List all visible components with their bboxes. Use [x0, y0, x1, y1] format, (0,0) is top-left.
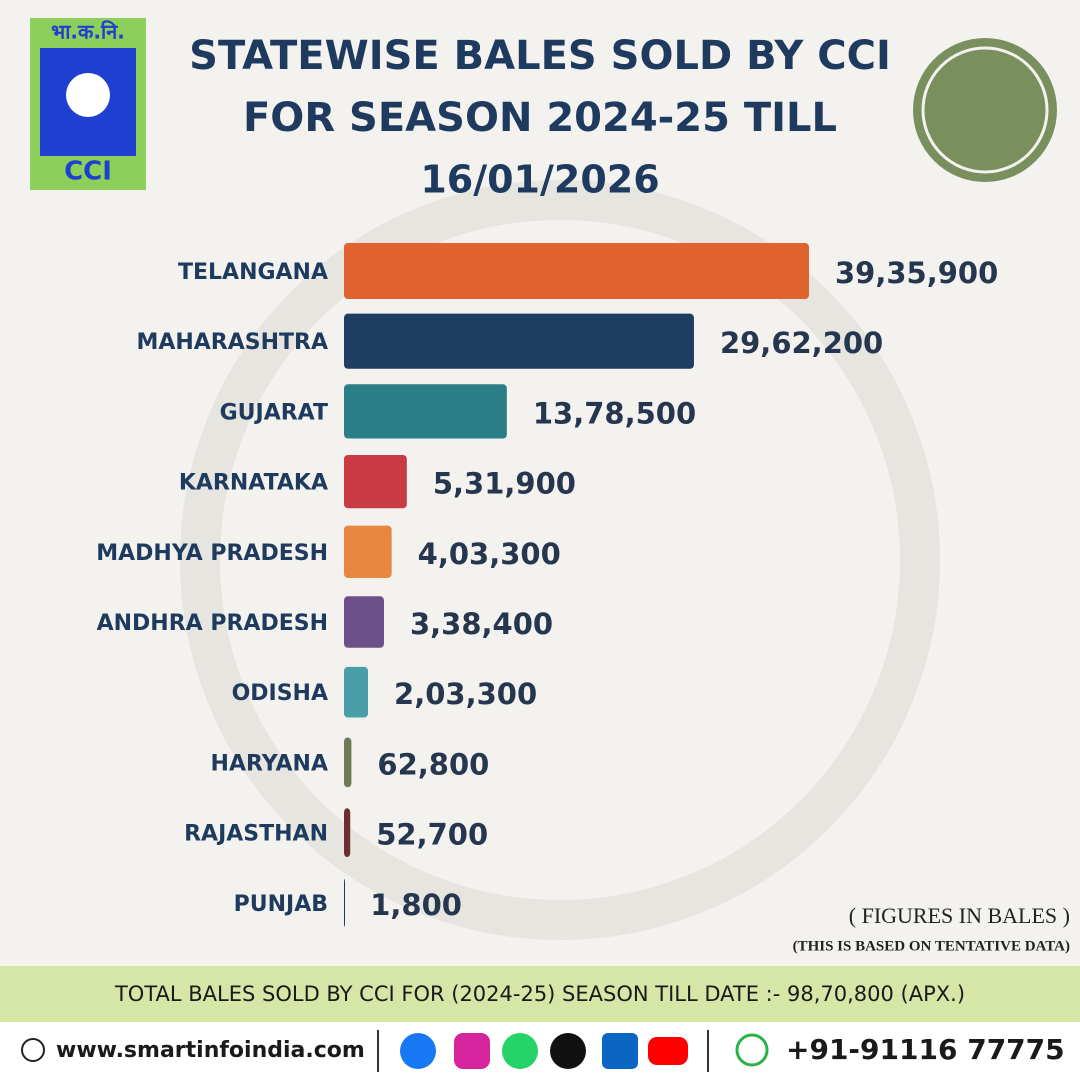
total-text: TOTAL BALES SOLD BY CCI FOR (2024-25) SE…: [114, 982, 965, 1006]
value-label: 39,35,900: [835, 256, 998, 290]
value-label: 2,03,300: [394, 677, 537, 711]
value-label: 5,31,900: [433, 467, 576, 501]
watermark: [180, 180, 940, 940]
value-label: 29,62,200: [720, 326, 883, 360]
bar: [344, 737, 352, 788]
bar: [344, 808, 351, 857]
value-label: 4,03,300: [418, 537, 561, 571]
value-label: 13,78,500: [533, 396, 696, 430]
plot: TELANGANA 39,35,900 MAHARASHTRA 29,62,200 GU…: [96, 243, 998, 927]
x-icon[interactable]: [550, 1033, 586, 1069]
value-label: 3,38,400: [410, 607, 553, 641]
chart-subtitle: 16/01/2026: [420, 158, 659, 202]
bar: [344, 313, 694, 369]
globe-icon: [21, 1038, 45, 1062]
logo-bottom: CCI: [64, 157, 112, 187]
bar: [344, 596, 384, 648]
sis-logo: [913, 38, 1057, 182]
value-label: 62,800: [377, 747, 489, 781]
bar: [344, 384, 507, 439]
phone-icon: [735, 1033, 769, 1067]
facebook-icon[interactable]: [400, 1033, 436, 1069]
chart-title: STATEWISE BALES SOLD BY CCI FOR SEASON 20…: [189, 33, 891, 141]
category-label: PUNJAB: [234, 892, 328, 917]
sis-logo-ring: [921, 46, 1049, 174]
bar: [344, 666, 369, 718]
logo-top: भा.क.नि.: [51, 20, 125, 44]
youtube-icon[interactable]: [648, 1037, 688, 1065]
category-label: GUJARAT: [220, 400, 328, 425]
bar: [344, 454, 407, 509]
value-label: 1,800: [370, 888, 462, 922]
linkedin-icon[interactable]: [602, 1033, 638, 1069]
note: ( FIGURES IN BALES ): [849, 903, 1070, 928]
instagram-icon[interactable]: [454, 1033, 490, 1069]
category-label: ODISHA: [232, 681, 328, 706]
category-label: RAJASTHAN: [184, 822, 328, 847]
value-label: 52,700: [376, 818, 488, 852]
whatsapp-icon[interactable]: [502, 1033, 538, 1069]
category-label: TELANGANA: [178, 260, 328, 285]
total-band: [0, 966, 1080, 1022]
website[interactable]: www.smartinfoindia.com: [56, 1038, 365, 1063]
category-label: MADHYA PRADESH: [96, 541, 328, 566]
category-label: ANDHRA PRADESH: [97, 611, 328, 636]
contact-bar: [0, 1022, 1080, 1080]
category-label: MAHARASHTRA: [136, 330, 328, 355]
phone[interactable]: +91-91116 77775: [786, 1033, 1065, 1066]
bar: [344, 878, 345, 927]
category-label: KARNATAKA: [179, 471, 328, 496]
cci-logo-flower: [66, 73, 110, 117]
category-label: HARYANA: [211, 751, 328, 776]
bar: [344, 243, 809, 299]
bar: [344, 525, 392, 578]
note: (THIS IS BASED ON TENTATIVE DATA): [793, 938, 1070, 954]
